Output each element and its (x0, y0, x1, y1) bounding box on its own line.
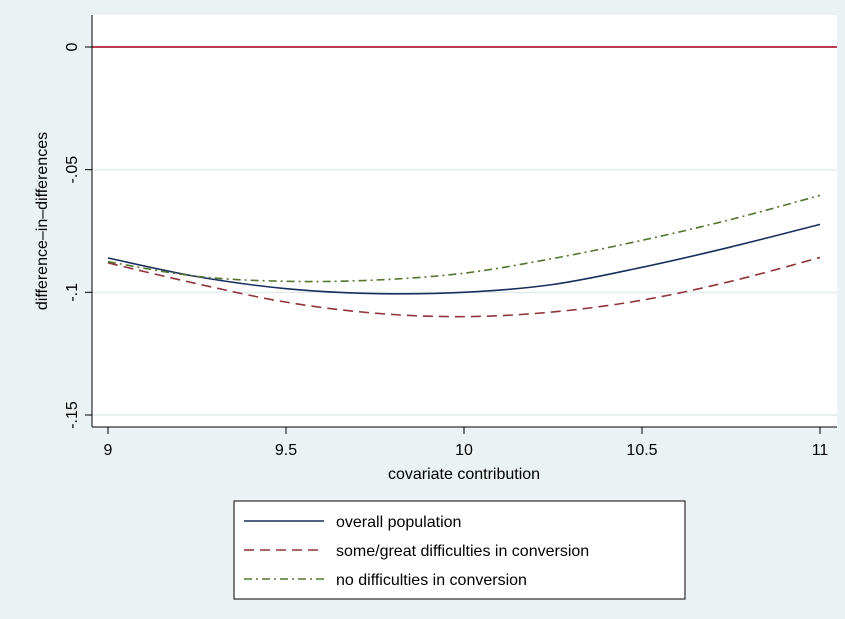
x-tick-label: 10.5 (626, 442, 657, 459)
x-axis-title: covariate contribution (388, 466, 540, 483)
legend-label-3: no difficulties in conversion (336, 572, 527, 589)
plot-area-background (92, 15, 837, 427)
series-layer (107, 194, 821, 318)
y-tick-label: -.1 (64, 283, 81, 302)
x-axis-ticks: 9 9.5 10 10.5 11 (104, 427, 829, 459)
x-tick-label: 10 (455, 442, 473, 459)
y-axis-title: difference–in–differences (34, 132, 51, 310)
y-tick-label: 0 (64, 42, 81, 51)
legend-label-2: some/great difficulties in conversion (336, 543, 589, 560)
x-tick-label: 9 (104, 442, 113, 459)
y-tick-label: -.05 (64, 156, 81, 184)
x-tick-label: 11 (812, 442, 829, 459)
legend-label-1: overall population (336, 514, 461, 531)
series-line-2 (107, 256, 821, 318)
y-axis-ticks: 0 -.05 -.1 -.15 (64, 42, 92, 429)
series-line-1 (107, 223, 821, 295)
x-tick-label: 9.5 (275, 442, 297, 459)
legend-items: overall population some/great difficultie… (244, 514, 589, 589)
legend: overall population some/great difficultie… (233, 500, 686, 600)
y-tick-label: -.15 (64, 401, 81, 429)
